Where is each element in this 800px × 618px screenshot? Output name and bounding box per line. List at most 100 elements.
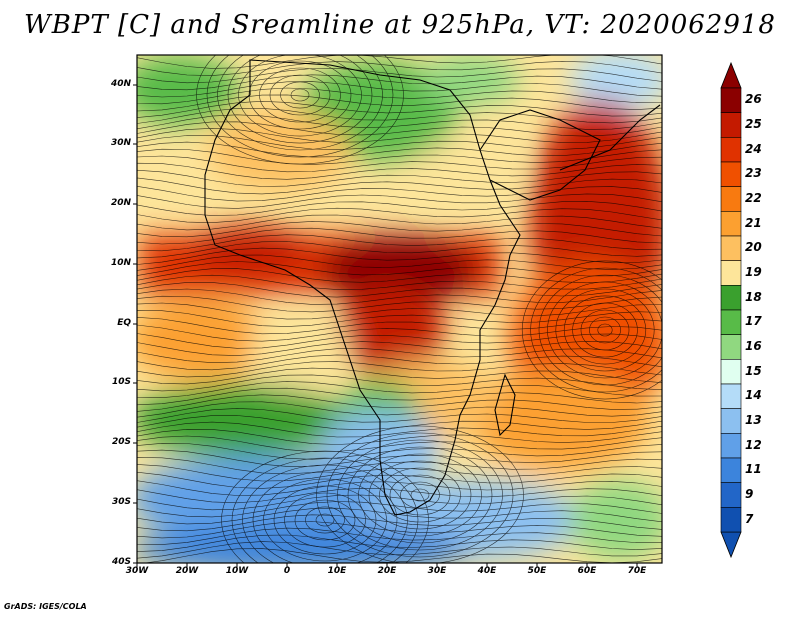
colorbar-swatch: [720, 457, 742, 483]
streamline: [137, 169, 662, 187]
colorbar-max-arrow: [720, 61, 742, 89]
colorbar-label: 9: [745, 487, 754, 501]
streamline: [580, 309, 630, 351]
colorbar-label: 26: [745, 92, 762, 107]
streamline: [347, 446, 493, 544]
colorbar-label: 20: [745, 240, 762, 255]
streamline: [326, 432, 514, 558]
streamline: [597, 323, 613, 337]
streamline: [547, 281, 662, 379]
streamline: [389, 474, 451, 516]
streamline: [137, 274, 662, 290]
lat-label: 30S: [111, 497, 131, 507]
streamline: [137, 494, 662, 511]
streamline: [280, 81, 320, 109]
streamline: [137, 316, 662, 335]
lat-label: 10S: [111, 377, 131, 387]
colorbar-label: 7: [745, 511, 754, 526]
lon-label: 10E: [327, 566, 347, 576]
lon-label: 20W: [175, 566, 199, 576]
colorbar-swatch: [720, 211, 742, 237]
streamline: [563, 295, 647, 365]
colorbar-label: 14: [745, 388, 762, 403]
streamline: [137, 340, 662, 356]
colorbar-swatch: [720, 334, 742, 360]
streamline: [137, 288, 662, 305]
streamline: [290, 88, 310, 102]
colorbar-label: 21: [745, 215, 762, 230]
streamline: [137, 207, 662, 224]
streamline: [137, 193, 662, 209]
streamline: [137, 295, 662, 313]
streamline: [137, 487, 662, 504]
lat-label: 10N: [110, 258, 131, 268]
colorbar-swatch: [720, 285, 742, 311]
colorbar-swatch: [720, 383, 742, 409]
streamline: [137, 121, 662, 137]
streamline: [137, 421, 662, 438]
streamline: [137, 449, 662, 467]
streamline: [137, 87, 662, 105]
streamline: [137, 94, 662, 112]
streamline: [137, 435, 662, 453]
colorbar-swatch: [720, 186, 742, 212]
colorbar-label: 19: [745, 265, 762, 279]
streamline: [305, 506, 345, 534]
streamline: [137, 501, 662, 518]
lon-label: 20E: [377, 566, 397, 576]
colorbar-swatch: [720, 507, 742, 533]
streamline: [137, 521, 662, 539]
streamline: [137, 534, 662, 552]
streamline: [273, 485, 377, 555]
streamline: [196, 55, 404, 165]
coastlines: [204, 59, 661, 516]
streamline: [137, 268, 662, 284]
colorbar-swatch: [720, 112, 742, 138]
colorbar-label: 24: [745, 141, 762, 156]
streamline: [137, 214, 662, 231]
streamline: [259, 67, 341, 123]
streamline: [521, 260, 662, 400]
streamline: [137, 200, 662, 216]
streamline: [315, 513, 335, 527]
streamline: [337, 439, 503, 551]
streamline: [137, 354, 662, 371]
streamline: [410, 488, 430, 502]
streamline: [137, 221, 662, 238]
streamline: [137, 387, 662, 406]
map-frame: [136, 54, 663, 564]
colorbar-swatch: [720, 309, 742, 335]
streamline: [137, 107, 662, 124]
colorbar-swatch: [720, 482, 742, 508]
streamline: [137, 527, 662, 545]
streamline: [379, 467, 461, 523]
lon-label: 40E: [477, 566, 497, 576]
streamline: [137, 302, 662, 320]
lon-label: 70E: [627, 566, 647, 576]
streamline: [217, 55, 383, 151]
colorbar-label: 17: [745, 314, 762, 329]
colorbar-swatch: [720, 87, 742, 113]
streamline: [368, 460, 472, 530]
streamline: [137, 480, 662, 496]
lon-label: 0: [283, 566, 291, 576]
lon-label: 60E: [577, 566, 597, 576]
lon-label: 50E: [527, 566, 547, 576]
streamline: [137, 394, 662, 412]
streamline: [242, 464, 408, 563]
colorbar-swatch: [720, 359, 742, 385]
streamline: [137, 471, 662, 489]
streamline: [221, 450, 429, 563]
lat-label: 30N: [110, 138, 131, 148]
streamline: [137, 60, 662, 76]
streamline: [572, 302, 638, 358]
streamline: [137, 135, 662, 151]
colorbar-swatch: [720, 260, 742, 286]
streamline: [137, 541, 662, 559]
colorbar-label: 12: [745, 437, 762, 452]
streamline: [137, 324, 662, 342]
colorbar-label: 18: [745, 289, 762, 304]
streamline: [206, 55, 394, 158]
lat-label: 40N: [110, 79, 131, 89]
streamline: [137, 361, 662, 378]
